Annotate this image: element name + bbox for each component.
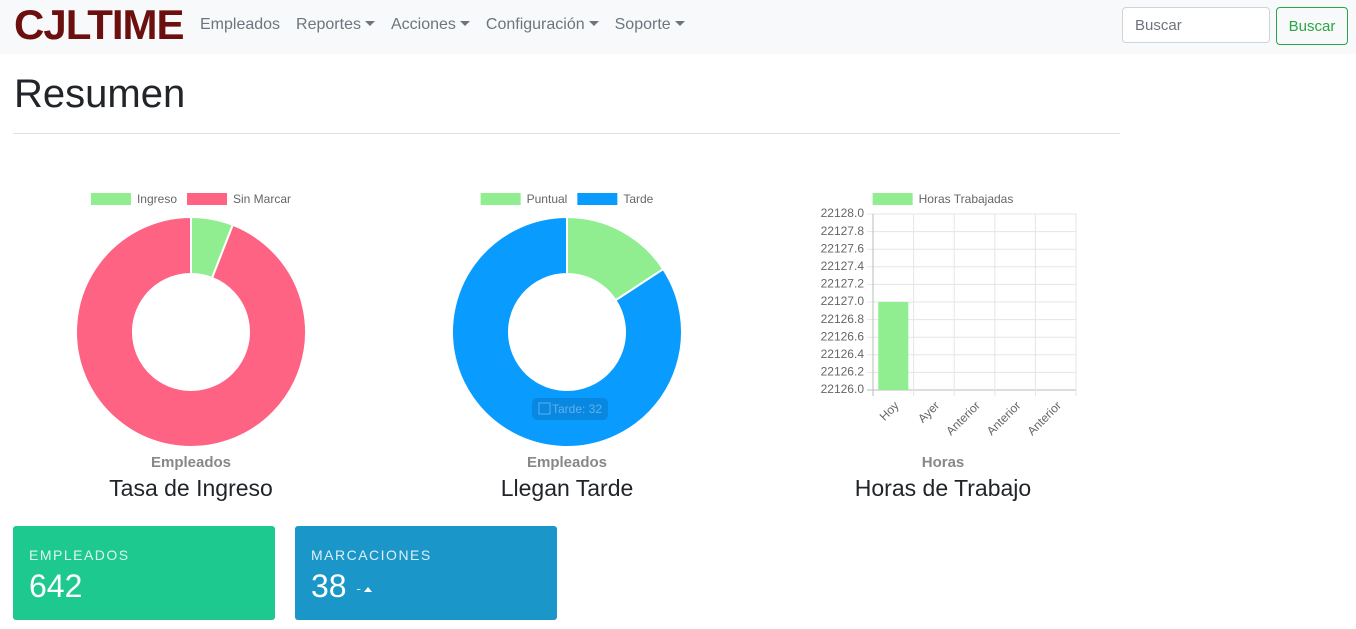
y-tick-label: 22127.0 <box>821 294 865 308</box>
nav-link[interactable]: Acciones <box>383 16 478 34</box>
y-tick-label: 22126.6 <box>821 329 865 343</box>
legend-swatch <box>577 193 618 205</box>
x-tick-label: Anterior <box>1024 398 1064 438</box>
legend-swatch <box>872 193 913 205</box>
y-tick-label: 22127.4 <box>821 259 865 273</box>
doughnut-slice <box>451 215 683 448</box>
y-tick-label: 22126.2 <box>821 365 865 379</box>
chart-title: Tasa de Ingreso <box>109 475 273 501</box>
chart-caption: Horas <box>922 454 965 471</box>
trend-arrow <box>363 587 372 592</box>
card-value: 38- <box>311 568 372 605</box>
y-tick-label: 22126.4 <box>821 347 865 361</box>
card-number: 38 <box>311 568 347 604</box>
card-value: 642 <box>29 568 82 605</box>
legend-swatch <box>90 193 131 205</box>
card-label: EMPLEADOS <box>29 547 130 563</box>
y-tick-label: 22128.0 <box>821 206 865 220</box>
search-input[interactable]: Buscar <box>1122 7 1270 43</box>
stat-card: MARCACIONES 38- <box>295 526 557 620</box>
nav-link[interactable]: Reportes <box>288 16 383 34</box>
y-tick-label: 22126.8 <box>821 312 865 326</box>
legend: Ingreso Sin Marcar <box>90 192 291 206</box>
tooltip-swatch <box>538 402 551 415</box>
legend-label: Puntual <box>527 192 568 206</box>
legend-label: Sin Marcar <box>233 192 291 206</box>
legend: Puntual Tarde <box>480 192 654 206</box>
legend-swatch <box>480 193 521 205</box>
y-tick-label: 22127.8 <box>821 224 865 238</box>
y-tick-label: 22126.0 <box>821 382 865 396</box>
legend-swatch <box>187 193 228 205</box>
chart-title: Llegan Tarde <box>501 475 634 501</box>
card-number: 642 <box>29 568 83 604</box>
chart-caption: Empleados <box>151 454 231 471</box>
legend-label: Tarde <box>623 192 653 206</box>
bar <box>878 302 909 390</box>
y-tick-label: 22127.2 <box>821 277 865 291</box>
legend-label: Ingreso <box>137 192 177 206</box>
card-label: MARCACIONES <box>311 547 432 563</box>
brand[interactable]: CJLTIME <box>14 1 185 48</box>
x-tick-label: Ayer <box>915 398 942 425</box>
x-tick-label: Anterior <box>984 398 1024 438</box>
nav-link[interactable]: Soporte <box>607 16 693 34</box>
stat-card: EMPLEADOS 642 <box>13 526 275 620</box>
tooltip <box>532 398 608 420</box>
tooltip-text: Tarde: 32 <box>552 402 602 416</box>
chart-caption: Empleados <box>527 454 607 471</box>
navbar: CJLTIME Empleados Reportes Acciones Configu… <box>0 0 1356 54</box>
card-trend: - <box>357 581 372 596</box>
legend: Horas Trabajadas <box>872 192 1014 206</box>
legend-label: Horas Trabajadas <box>919 192 1014 206</box>
chart-title: Horas de Trabajo <box>855 475 1031 501</box>
x-tick-label: Hoy <box>877 398 902 423</box>
divider <box>13 133 1120 134</box>
page-title: Resumen <box>14 72 186 116</box>
doughnut-slice <box>75 215 307 448</box>
menu: Empleados Reportes Acciones Configuración So… <box>192 16 693 34</box>
search-button[interactable]: Buscar <box>1276 7 1348 45</box>
nav-link[interactable]: Configuración <box>478 16 607 34</box>
trend-text: - <box>356 581 361 596</box>
y-tick-label: 22127.6 <box>821 241 865 255</box>
x-tick-label: Anterior <box>943 398 983 438</box>
nav-link[interactable]: Empleados <box>200 16 281 33</box>
